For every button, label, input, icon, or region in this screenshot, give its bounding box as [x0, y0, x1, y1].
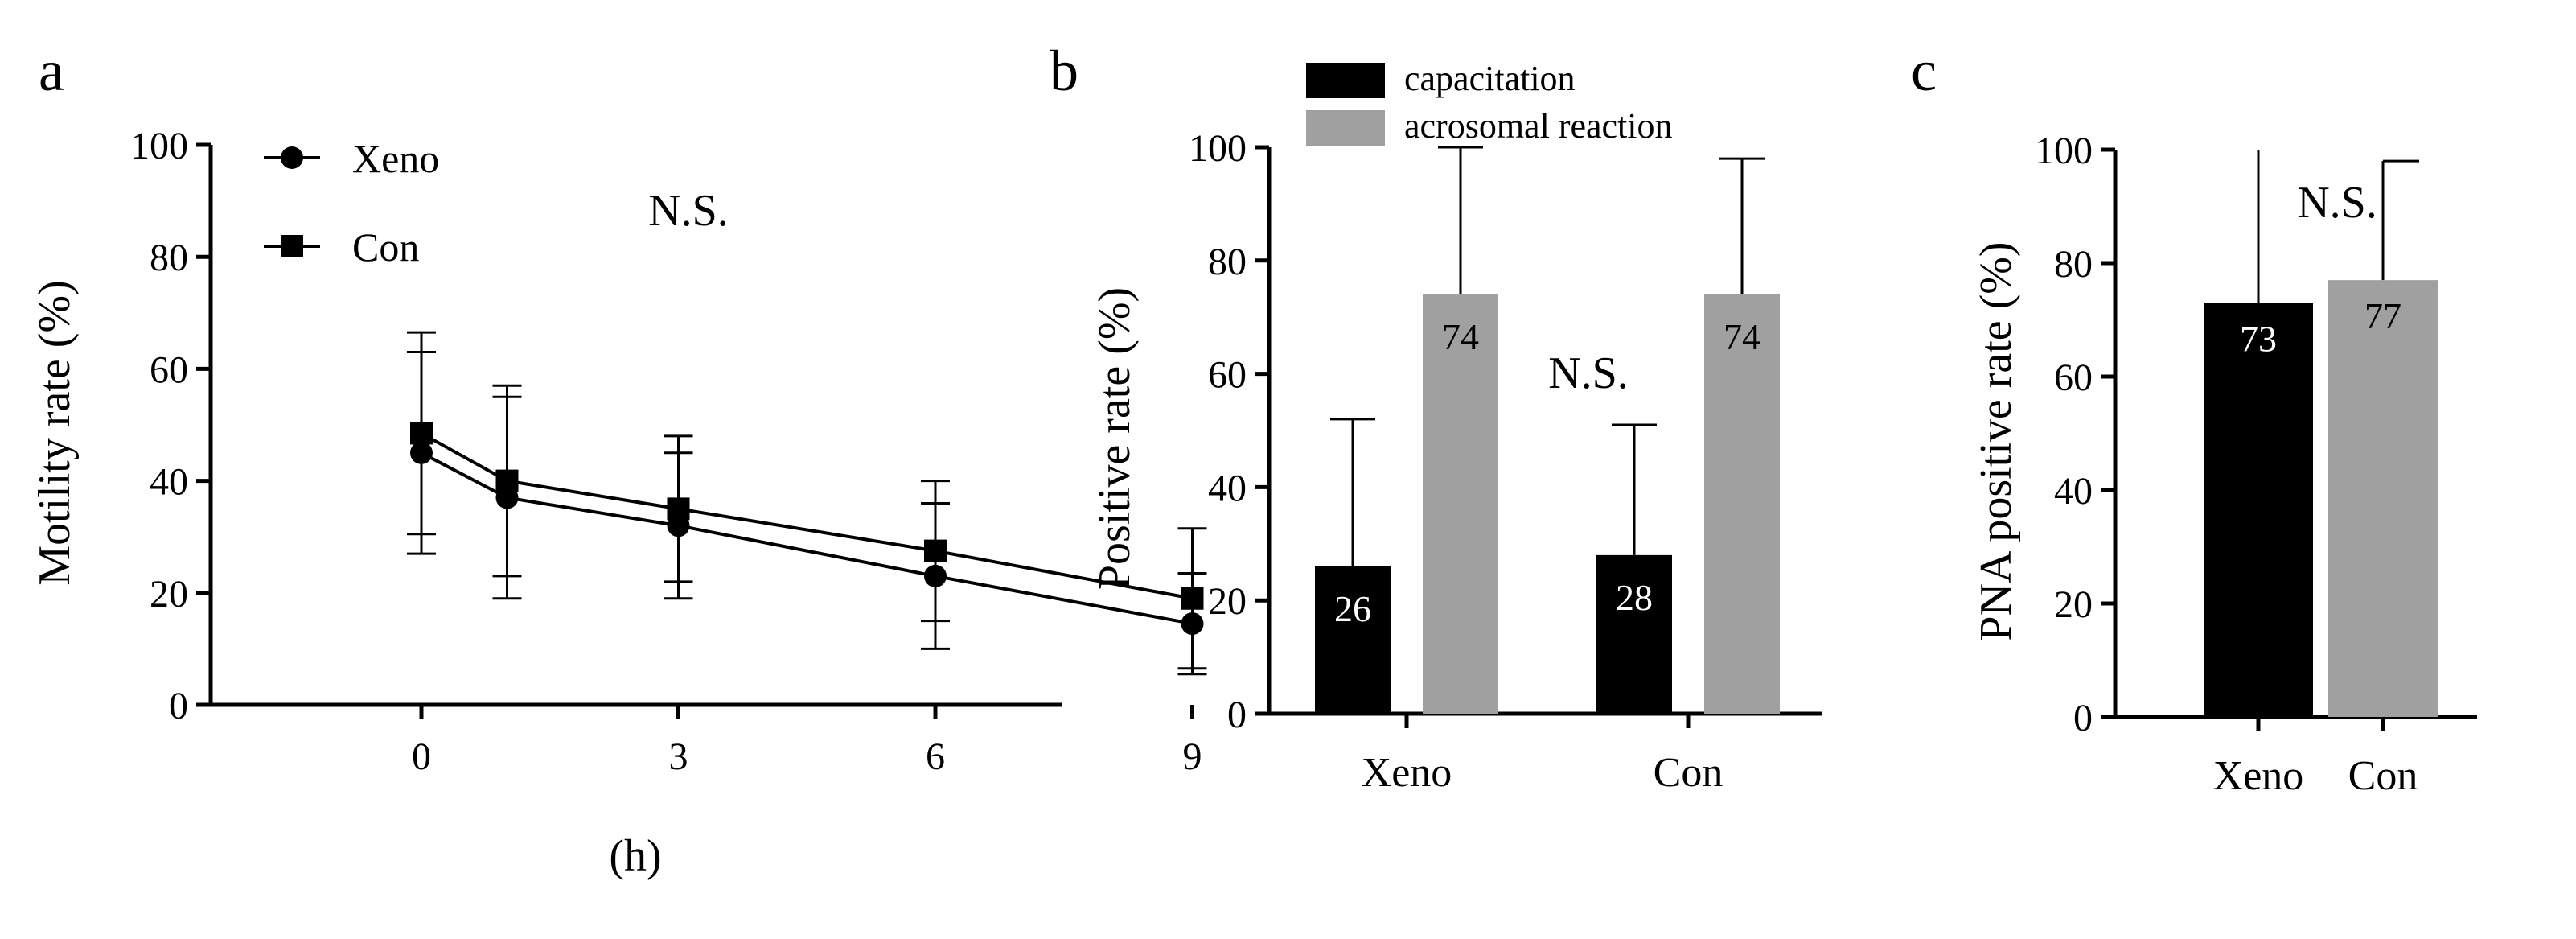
panel-b-letter: b: [1050, 39, 1078, 103]
y-tick-label: 0: [169, 685, 188, 727]
legend-marker: [281, 235, 303, 257]
annotation: N.S.: [2297, 178, 2377, 228]
y-tick-label: 100: [2035, 130, 2093, 172]
x-tick-label: Xeno: [1362, 750, 1452, 796]
annotation: N.S.: [648, 186, 729, 236]
legend-swatch: [1306, 110, 1385, 146]
y-axis-label: PNA positive rate (%): [1971, 241, 2021, 640]
y-tick-label: 100: [1189, 127, 1247, 170]
y-tick-label: 80: [1208, 241, 1247, 283]
x-tick-label: 9: [1183, 735, 1202, 778]
y-tick-label: 60: [2054, 356, 2093, 399]
data-point-con: [667, 497, 690, 521]
series-line-xeno: [421, 451, 1193, 626]
x-tick-label: Con: [2348, 753, 2418, 799]
bar-value-label: 74: [1442, 316, 1479, 357]
panel-c-letter: c: [1911, 39, 1937, 103]
y-tick-label: 0: [2073, 697, 2093, 739]
y-tick-label: 80: [150, 237, 188, 279]
legend-label: capacitation: [1404, 59, 1576, 98]
y-axis-label: Motility rate (%): [30, 280, 80, 585]
legend-label-xeno: Xeno: [352, 136, 439, 181]
y-tick-label: 80: [2054, 243, 2093, 286]
y-tick-label: 20: [1208, 580, 1247, 623]
bar-xeno: [2204, 303, 2313, 718]
data-point-con: [410, 422, 433, 445]
y-tick-label: 40: [1208, 467, 1247, 509]
bar-acrosomal-reaction-con: [1704, 294, 1780, 714]
bar-value-label: 26: [1334, 588, 1371, 629]
legend-swatch: [1306, 63, 1385, 98]
legend-label-con: Con: [352, 224, 419, 270]
x-tick-label: 3: [669, 735, 688, 778]
bar-value-label: 74: [1723, 316, 1760, 357]
data-point-con: [495, 469, 519, 492]
y-tick-label: 100: [130, 125, 188, 167]
y-tick-label: 0: [1227, 694, 1247, 736]
y-tick-label: 20: [150, 573, 188, 616]
x-tick-label: 0: [412, 735, 431, 778]
data-point-con: [1181, 587, 1204, 610]
x-tick-label: Xeno: [2213, 753, 2304, 799]
bar-capacitation-xeno: [1315, 566, 1391, 714]
y-tick-label: 60: [1208, 354, 1247, 397]
bar-capacitation-con: [1596, 554, 1672, 714]
bar-value-label: 73: [2240, 318, 2277, 359]
y-tick-label: 20: [2054, 583, 2093, 626]
y-tick-label: 60: [150, 348, 188, 391]
data-point-con: [924, 539, 947, 562]
bar-value-label: 77: [2364, 295, 2401, 336]
x-axis-label: (h): [609, 831, 661, 881]
x-tick-label: Con: [1654, 750, 1723, 796]
annotation: N.S.: [1548, 348, 1629, 398]
series-line-con: [421, 431, 1193, 600]
bar-con: [2328, 280, 2438, 717]
panel-b-bar-chart: 0 20 40 60 80 100 Positive rate (%) Xeno 26 74 Con…: [1090, 59, 1822, 796]
x-tick-label: 6: [926, 735, 945, 778]
panel-a-line-chart: 0 20 40 60 80 100 Motility rate (%) 0 3 6 9 (h) N.S.…: [30, 125, 1207, 881]
legend-label: acrosomal reaction: [1404, 106, 1673, 146]
y-tick-label: 40: [2054, 470, 2093, 513]
y-axis-label: Positive rate (%): [1090, 287, 1140, 590]
legend-marker: [281, 146, 303, 169]
panel-c-bar-chart: 0 20 40 60 80 100 PNA positive rate (%) Xeno 73 C…: [1971, 130, 2477, 799]
y-tick-label: 40: [150, 461, 188, 504]
bar-acrosomal-reaction-xeno: [1423, 294, 1498, 714]
bar-value-label: 28: [1616, 577, 1653, 618]
panel-a-letter: a: [39, 39, 64, 103]
